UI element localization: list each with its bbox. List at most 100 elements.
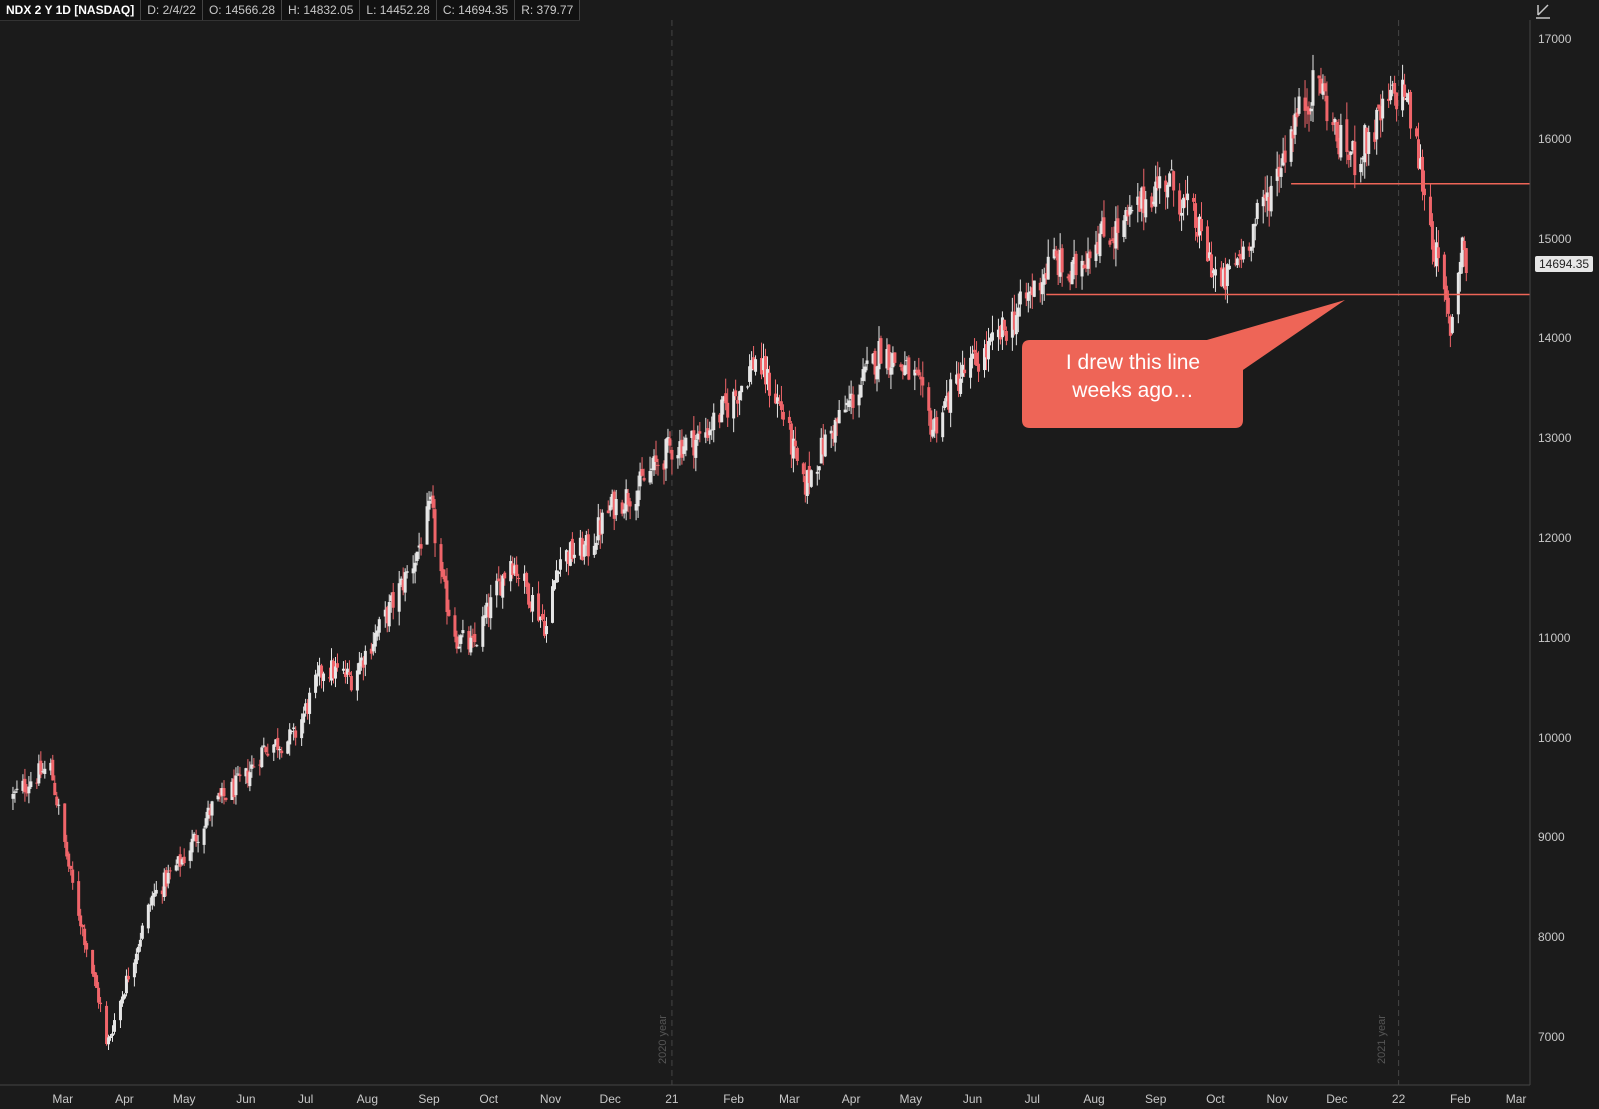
- candle-body: [833, 419, 837, 443]
- candle-body: [1239, 253, 1243, 260]
- candle-body: [947, 392, 951, 410]
- candle-body: [1379, 106, 1383, 121]
- candle-body: [1150, 196, 1154, 208]
- candle-body: [1375, 109, 1379, 140]
- candle-body: [375, 630, 379, 637]
- candle-body: [1235, 258, 1239, 266]
- x-tick-label: Aug: [356, 1092, 379, 1106]
- candle-body: [1249, 246, 1253, 251]
- candle-body: [805, 470, 809, 496]
- candle-body: [39, 760, 43, 775]
- candle-body: [781, 411, 785, 420]
- candle-body: [499, 581, 503, 596]
- chart-settings-icon[interactable]: [1533, 0, 1553, 20]
- candle-body: [1018, 291, 1022, 305]
- candle-body: [710, 429, 714, 431]
- candle-body: [1186, 193, 1190, 201]
- x-tick-label: Nov: [1266, 1092, 1288, 1106]
- candle-body: [1434, 242, 1438, 267]
- candle-body: [1044, 272, 1048, 279]
- candle-body: [998, 325, 1002, 340]
- candle-body: [527, 583, 531, 605]
- candle-body: [1072, 257, 1076, 264]
- candle-body: [1317, 75, 1321, 79]
- candle-body: [93, 972, 97, 978]
- candle-body: [413, 562, 417, 572]
- candle-body: [1391, 84, 1395, 86]
- candle-body: [552, 580, 556, 590]
- candle-body: [369, 648, 373, 654]
- candle-body: [556, 571, 560, 575]
- candle-body: [25, 792, 29, 794]
- candle-body: [246, 770, 250, 783]
- candle-body: [471, 635, 475, 638]
- candle-body: [188, 850, 192, 861]
- x-tick-label: Mar: [1505, 1092, 1527, 1106]
- symbol-title[interactable]: NDX 2 Y 1D [NASDAQ]: [0, 0, 142, 20]
- chart-header: NDX 2 Y 1D [NASDAQ] D: 2/4/22 O: 14566.2…: [0, 0, 581, 21]
- candle-body: [1068, 274, 1072, 283]
- candle-body: [1098, 233, 1102, 257]
- candle-body: [216, 795, 220, 800]
- candle-body: [1178, 190, 1182, 215]
- candle-body: [767, 372, 771, 396]
- candle-body: [640, 468, 644, 476]
- candle-body: [696, 433, 700, 440]
- candle-body: [959, 378, 963, 394]
- candle-body: [387, 602, 391, 627]
- candle-body: [57, 804, 61, 806]
- candle-body: [21, 780, 25, 791]
- candle-body: [793, 440, 797, 447]
- candle-body: [614, 499, 618, 516]
- candle-body: [875, 366, 879, 380]
- candle-body: [913, 369, 917, 376]
- candle-body: [49, 762, 53, 771]
- open-readout: O: 14566.28: [203, 0, 283, 20]
- candle-body: [626, 493, 630, 505]
- candle-body: [823, 434, 827, 457]
- candle-body: [754, 359, 758, 372]
- candle-body: [957, 373, 961, 391]
- candle-body: [1295, 112, 1299, 118]
- candle-body: [801, 463, 805, 475]
- candle-body: [196, 841, 200, 843]
- candle-body: [459, 635, 463, 644]
- candle-body: [945, 395, 949, 402]
- range-readout: R: 379.77: [515, 0, 581, 20]
- y-tick-label: 11000: [1538, 630, 1571, 645]
- candle-body: [320, 665, 324, 678]
- candle-body: [1456, 272, 1460, 315]
- candle-body: [15, 788, 19, 790]
- x-tick-label: Nov: [539, 1092, 562, 1106]
- candle-body: [497, 578, 501, 582]
- candle-body: [1088, 251, 1092, 259]
- y-tick-label: 12000: [1538, 531, 1572, 545]
- candle-body: [1205, 226, 1209, 262]
- candle-body: [901, 367, 905, 372]
- candle-body: [174, 865, 178, 871]
- candle-body: [333, 666, 337, 679]
- candle-body: [120, 996, 124, 1004]
- candle-body: [1080, 260, 1084, 277]
- candle-body: [624, 489, 628, 512]
- candle-body: [654, 455, 658, 463]
- candle-body: [71, 869, 75, 883]
- candle-body: [1303, 97, 1307, 111]
- candle-body: [1263, 194, 1267, 199]
- candle-body: [863, 366, 867, 373]
- candle-body: [762, 358, 766, 371]
- candle-body: [907, 357, 911, 380]
- candle-body: [359, 657, 363, 667]
- x-tick-label: Oct: [479, 1092, 499, 1106]
- candle-body: [837, 409, 841, 424]
- candle-body: [775, 397, 779, 404]
- candle-body: [829, 430, 833, 434]
- candle-body: [1004, 330, 1008, 341]
- candle-body: [1450, 317, 1454, 333]
- candle-body: [1000, 317, 1004, 338]
- candle-body: [276, 737, 280, 751]
- candle-body: [975, 352, 979, 366]
- candle-body: [1279, 168, 1283, 177]
- candle-body: [1042, 274, 1046, 285]
